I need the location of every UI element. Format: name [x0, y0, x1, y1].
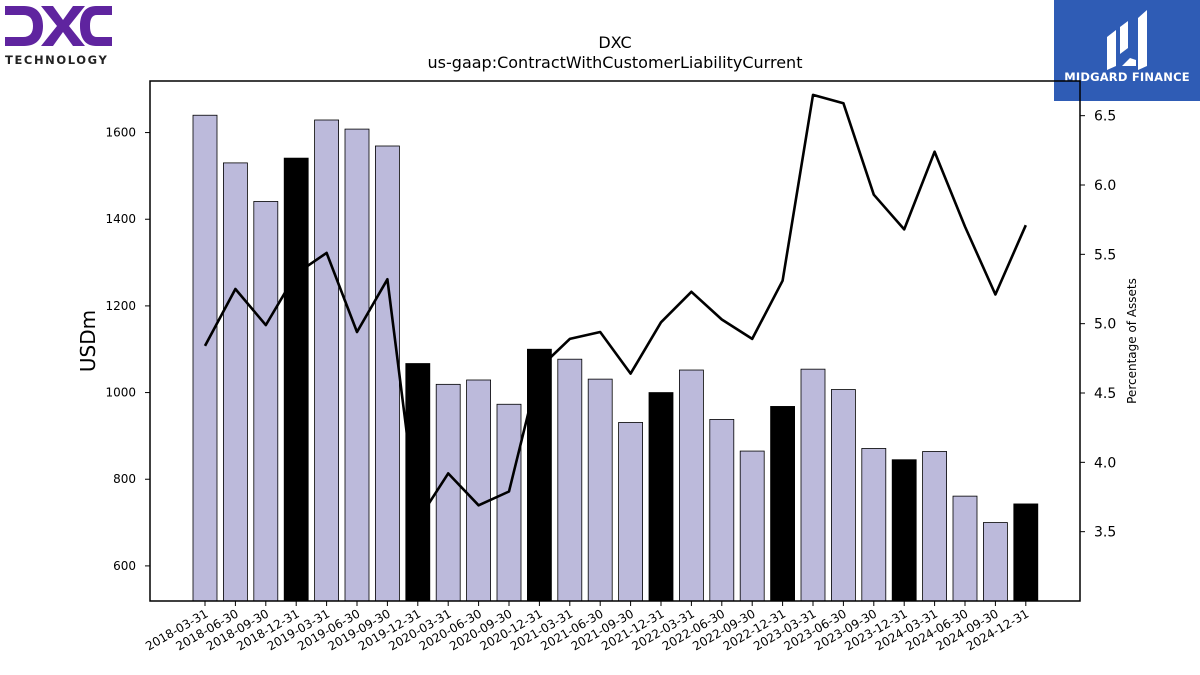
y2-tick-label: 5.0: [1094, 317, 1116, 333]
bar-2020-03-31: [435, 383, 461, 602]
percentage-line: [203, 93, 1027, 522]
bar-2022-06-30: [709, 419, 735, 602]
left-axis: 600 800 1000 1200 1400 1600: [105, 126, 150, 573]
bar-2018-12-31: [283, 157, 309, 602]
bar-2021-09-30: [618, 422, 643, 602]
y2-axis-label: Percentage of Assets: [1125, 278, 1139, 404]
bar-2022-09-30: [739, 450, 765, 602]
line-series: [203, 93, 1027, 522]
y2-tick-label: 3.5: [1094, 525, 1116, 541]
bar-2020-12-31: [527, 348, 552, 602]
y2-tick-label: 4.5: [1094, 386, 1116, 402]
bar-2020-09-30: [496, 403, 522, 602]
bar-2021-06-30: [587, 378, 613, 602]
bar-2023-03-31: [800, 368, 826, 602]
chart-subtitle: us-gaap:ContractWithCustomerLiabilityCur…: [428, 53, 803, 72]
x-axis: 2018-03-312018-06-302018-09-302018-12-31…: [143, 601, 1031, 653]
dxc-tagline: TECHNOLOGY: [5, 53, 109, 67]
bar-2018-06-30: [222, 162, 248, 602]
bar-2021-12-31: [648, 392, 674, 602]
bar-2024-03-31: [922, 451, 947, 602]
y2-tick-label: 5.5: [1094, 247, 1116, 263]
midgard-finance-logo: MIDGARD FINANCE: [1054, 0, 1200, 101]
plot-frame: [149, 80, 1081, 602]
bar-2024-09-30: [983, 522, 1008, 602]
bar-2023-09-30: [861, 448, 887, 602]
y-tick-label: 1600: [105, 126, 136, 140]
bar-2018-09-30: [253, 201, 279, 602]
midgard-label: MIDGARD FINANCE: [1064, 70, 1190, 84]
bar-2024-12-31: [1013, 503, 1039, 602]
bar-2019-06-30: [344, 128, 370, 602]
right-axis: 3.5 4.0 4.5 5.0 5.5 6.0 6.5: [1080, 109, 1116, 541]
bar-2019-12-31: [405, 363, 431, 602]
bar-2021-03-31: [557, 358, 583, 602]
y-tick-label: 1000: [105, 386, 136, 400]
y-axis-label: USDm: [76, 310, 100, 372]
bar-2018-03-31: [192, 114, 218, 602]
bar-2019-03-31: [314, 119, 340, 602]
bar-2023-12-31: [891, 459, 917, 602]
y-tick-label: 1400: [105, 212, 136, 226]
y2-tick-label: 6.5: [1094, 109, 1116, 125]
dxc-logo: [5, 6, 112, 46]
y2-tick-label: 4.0: [1094, 455, 1116, 471]
bar-2024-06-30: [952, 495, 978, 602]
bar-2023-06-30: [831, 389, 856, 602]
bar-2022-12-31: [770, 406, 795, 602]
chart-title: DXC: [598, 33, 631, 52]
y-tick-label: 1200: [105, 299, 136, 313]
y-tick-label: 600: [113, 559, 136, 573]
midgard-mark-icon: [1107, 10, 1147, 70]
bar-2019-09-30: [374, 145, 400, 602]
bar-series: [192, 114, 1039, 602]
y2-tick-label: 6.0: [1094, 178, 1116, 194]
y-tick-label: 800: [113, 472, 136, 486]
bar-2020-06-30: [466, 379, 492, 602]
bar-2022-03-31: [679, 369, 704, 602]
